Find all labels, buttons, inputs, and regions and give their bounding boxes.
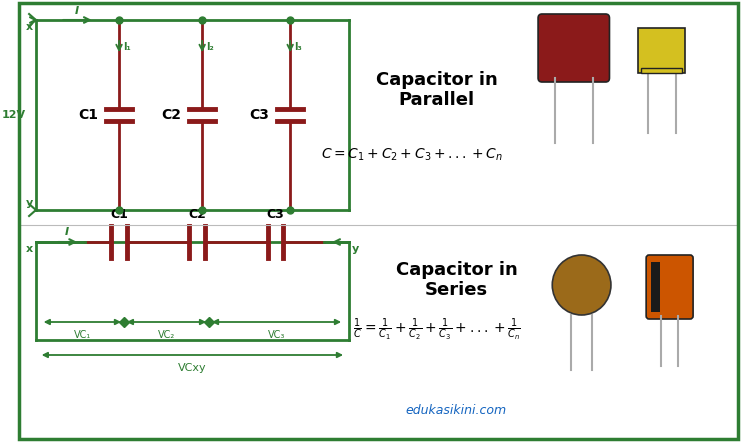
Text: C1: C1	[110, 208, 128, 221]
Text: VC₂: VC₂	[158, 330, 175, 340]
Text: $C = C_1 + C_2 + C_3 + ... + C_n$: $C = C_1 + C_2 + C_3 + ... + C_n$	[322, 147, 504, 163]
Text: Series: Series	[425, 281, 488, 299]
Text: I₃: I₃	[294, 42, 302, 52]
Text: x: x	[26, 22, 33, 32]
Text: x: x	[26, 244, 33, 254]
Text: VCxy: VCxy	[178, 363, 207, 373]
Text: C1: C1	[78, 108, 98, 122]
Text: edukasikini.com: edukasikini.com	[406, 404, 507, 416]
Circle shape	[552, 255, 611, 315]
Text: C3: C3	[249, 108, 269, 122]
Text: I: I	[75, 6, 79, 16]
Bar	[651, 262, 660, 312]
Text: VC₁: VC₁	[74, 330, 91, 340]
Bar	[638, 28, 685, 73]
Text: 12V: 12V	[2, 110, 26, 120]
FancyBboxPatch shape	[646, 255, 693, 319]
Text: I: I	[65, 227, 70, 237]
Bar	[641, 68, 682, 73]
Text: C3: C3	[267, 208, 285, 221]
Text: VC₃: VC₃	[268, 330, 285, 340]
Text: Parallel: Parallel	[399, 91, 475, 109]
Text: y: y	[26, 198, 33, 208]
Text: Capacitor in: Capacitor in	[396, 261, 517, 279]
Text: I₁: I₁	[123, 42, 130, 52]
Text: C2: C2	[161, 108, 181, 122]
Text: Capacitor in: Capacitor in	[376, 71, 498, 89]
Text: C2: C2	[188, 208, 206, 221]
Text: y: y	[352, 244, 359, 254]
FancyBboxPatch shape	[538, 14, 609, 82]
Text: I₂: I₂	[206, 42, 214, 52]
Text: $\frac{1}{C} = \frac{1}{C_1} + \frac{1}{C_2} + \frac{1}{C_3} + ... + \frac{1}{C_: $\frac{1}{C} = \frac{1}{C_1} + \frac{1}{…	[353, 317, 521, 343]
